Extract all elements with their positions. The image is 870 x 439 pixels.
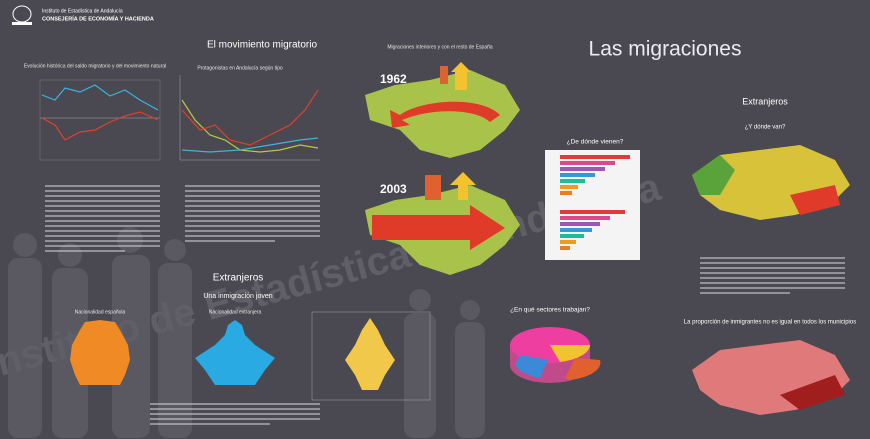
- heading: Migraciones interiores y con el resto de…: [387, 44, 493, 50]
- arrow: [390, 101, 500, 128]
- heading: El movimiento migratorio: [207, 40, 317, 51]
- pyramid: [345, 318, 395, 390]
- map-region: [692, 155, 735, 195]
- arrow: [451, 62, 471, 90]
- logo: [12, 5, 32, 25]
- department: CONSEJERÍA DE ECONOMÍA Y HACIENDA: [42, 14, 154, 22]
- frame: [311, 311, 431, 401]
- chart-title: Protagonistas en Andalucía según tipo: [197, 65, 283, 71]
- bar-chart: [545, 150, 640, 260]
- heading: ¿De dónde vienen?: [567, 139, 624, 146]
- map: [365, 70, 520, 158]
- heading: Extranjeros: [742, 96, 788, 106]
- pie-chart: [510, 327, 601, 383]
- year: 2003: [380, 182, 407, 196]
- line-chart: [39, 79, 161, 161]
- subheading: ¿Y dónde van?: [745, 125, 786, 131]
- subheading: Una inmigración joven: [203, 293, 272, 300]
- text-block: [700, 257, 845, 294]
- pyramid-title: Nacionalidad española: [75, 309, 126, 315]
- pyramid-title: Nacionalidad extranjera: [209, 309, 262, 315]
- map-region: [780, 375, 845, 410]
- text-block: [45, 185, 320, 252]
- pyramid: [70, 320, 130, 385]
- arrow: [372, 205, 505, 250]
- year: 1962: [380, 72, 407, 86]
- institute: Instituto de Estadística de Andalucía: [42, 8, 123, 14]
- text-block: [150, 403, 320, 425]
- heading: ¿En qué sectores trabajan?: [510, 307, 590, 314]
- arrow: [440, 66, 448, 84]
- arrow: [450, 172, 476, 200]
- pyramid: [195, 320, 275, 385]
- chart-title: Evolución histórica del saldo migratorio…: [24, 63, 166, 69]
- map-region: [790, 185, 840, 215]
- line-chart: [179, 75, 320, 161]
- heading: Extranjeros: [213, 273, 264, 284]
- heading: La proporción de inmigrantes no es igual…: [684, 320, 856, 326]
- arrow: [425, 175, 441, 200]
- main-title: Las migraciones: [589, 38, 742, 61]
